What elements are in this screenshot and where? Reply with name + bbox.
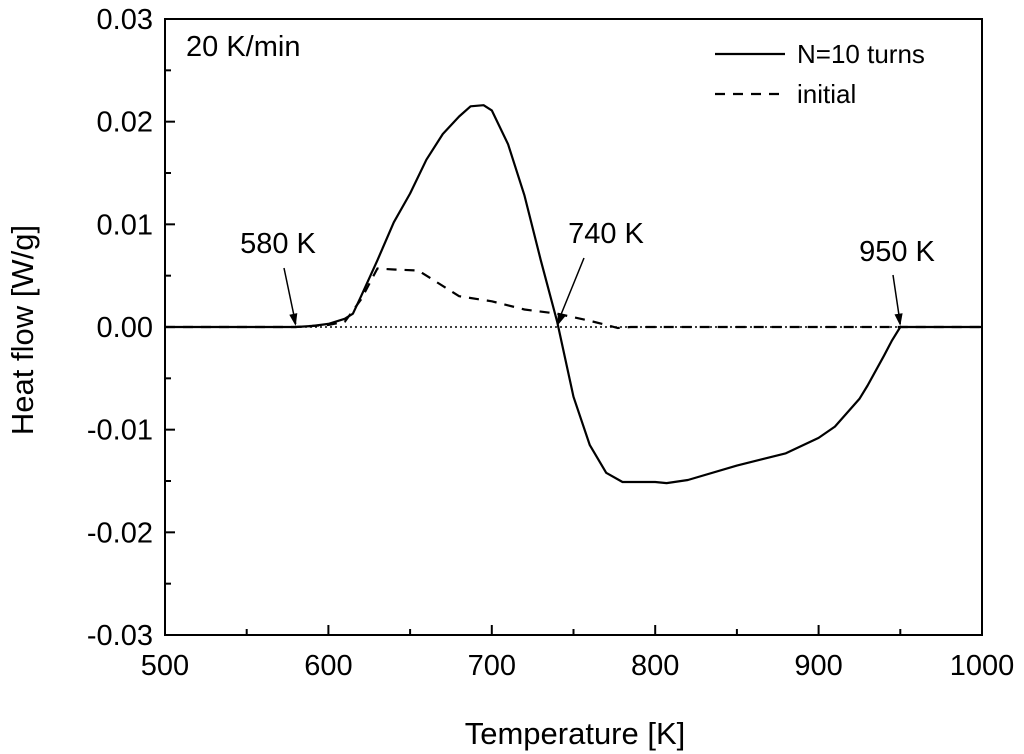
y-axis-title: Heat flow [W/g] <box>5 225 40 435</box>
y-tick-label: -0.02 <box>87 517 153 549</box>
x-axis-title: Temperature [K] <box>465 716 686 751</box>
y-tick-label: -0.03 <box>87 620 153 652</box>
annotation-arrowhead <box>289 313 298 326</box>
y-tick-label: 0.00 <box>97 312 153 344</box>
x-tick-label: 700 <box>468 650 516 682</box>
annotation-label: 580 K <box>240 228 316 260</box>
axes: 500 600 700 800 900 1000 -0.03 -0.02 -0.01 0.00 0.… <box>87 4 1014 682</box>
x-tick-label: 500 <box>141 650 189 682</box>
rate-label: 20 K/min <box>186 31 300 63</box>
annotation-label: 950 K <box>859 236 935 268</box>
legend-label-initial: initial <box>797 79 856 109</box>
y-tick-label: -0.01 <box>87 415 153 447</box>
series-line-initial <box>165 267 982 330</box>
y-tick-label: 0.03 <box>97 4 153 36</box>
x-tick-label: 1000 <box>950 650 1015 682</box>
legend: N=10 turns initial <box>715 39 925 109</box>
y-tick-label: 0.01 <box>97 209 153 241</box>
y-tick-label: 0.02 <box>97 107 153 139</box>
x-tick-label: 900 <box>794 650 842 682</box>
annotation-label: 740 K <box>568 218 644 250</box>
plot-lines <box>165 104 982 485</box>
annotation-arrowhead <box>894 313 903 326</box>
series-line-n10-turns <box>165 104 982 485</box>
annotation-arrowhead <box>557 313 566 326</box>
x-tick-label: 800 <box>631 650 679 682</box>
annotation-arrow <box>556 257 585 325</box>
annotations: 580 K 740 K 950 K <box>240 218 936 326</box>
legend-label-n10: N=10 turns <box>797 39 925 69</box>
x-tick-label: 600 <box>304 650 352 682</box>
